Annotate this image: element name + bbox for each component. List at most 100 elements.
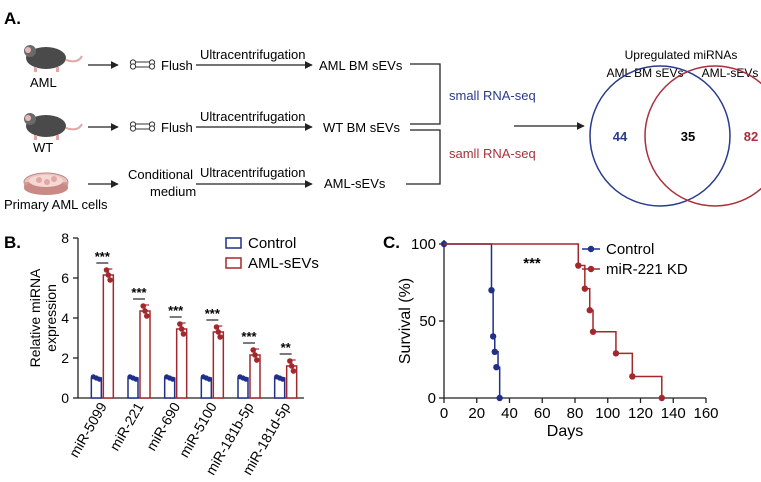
point-control <box>488 287 495 294</box>
x-tick-label: 60 <box>534 405 551 422</box>
source-label-aml: AML <box>30 75 57 90</box>
y-axis-label: Survival (%) <box>397 278 414 364</box>
survival-chart: 0 50 100 0 20 40 60 80 100 120 140 160 Days Survival … <box>397 236 719 440</box>
significance-label: *** <box>523 255 541 272</box>
point-aml-sevs <box>290 368 297 374</box>
x-tick-label: miR-5099 <box>66 399 110 460</box>
source-label-primary: Primary AML cells <box>4 197 108 212</box>
step2-row3: Ultracentrifugation <box>200 165 306 180</box>
y-axis-label-line1: Relative miRNA <box>27 268 43 367</box>
x-tick-label: 140 <box>661 405 686 422</box>
legend-swatch <box>225 257 242 269</box>
significance-label: *** <box>205 306 221 321</box>
seq-label-samll: samll RNA-seq <box>449 146 536 161</box>
legend-label: AML-sEVs <box>248 255 319 272</box>
x-tick-label: 160 <box>693 405 718 422</box>
point-control <box>493 364 500 371</box>
point-aml-sevs <box>180 331 187 337</box>
x-tick-label: 120 <box>628 405 653 422</box>
point-control <box>133 376 139 382</box>
point-aml-sevs <box>107 277 113 283</box>
point-mir221kd <box>629 373 636 380</box>
venn-overlap-count: 35 <box>681 129 695 144</box>
point-control <box>496 394 503 402</box>
venn-circle-left <box>589 65 731 207</box>
point-control <box>489 333 497 340</box>
point-aml-sevs <box>253 357 260 363</box>
point-mir221kd <box>589 328 597 335</box>
venn-right-count: 82 <box>744 129 758 144</box>
bone-icon-1 <box>129 59 156 70</box>
mouse-icon-aml <box>24 45 83 72</box>
panel-c-label: C. <box>383 233 400 252</box>
venn-left-label: AML BM sEVs <box>607 66 684 80</box>
mouse-icon-wt <box>24 113 83 140</box>
x-axis-label: Days <box>547 423 583 440</box>
legend-label: Control <box>248 235 296 252</box>
venn-title: Upregulated miRNAs <box>625 48 738 62</box>
y-axis-label-line2: expression <box>43 284 59 352</box>
significance-label: *** <box>168 303 184 318</box>
point-control <box>206 376 212 382</box>
point-aml-sevs <box>144 313 150 319</box>
bracket-bottom <box>406 129 441 185</box>
y-tick-label: 4 <box>61 310 69 326</box>
step1-row3-line1: Conditional <box>128 167 193 182</box>
petri-dish-icon <box>23 172 69 195</box>
y-tick-label: 6 <box>61 270 69 286</box>
x-tick-label: 100 <box>595 405 620 422</box>
legend-label: Control <box>606 241 654 258</box>
point-control <box>170 376 176 382</box>
legend-marker <box>587 245 595 253</box>
point-aml-sevs <box>217 334 223 340</box>
bracket-top <box>410 63 441 125</box>
significance-label: *** <box>131 285 147 300</box>
panel-b-label: B. <box>4 233 21 252</box>
x-tick-label: miR-690 <box>143 399 183 453</box>
bar-aml-sevs <box>212 331 225 399</box>
y-tick-label: 100 <box>411 236 436 253</box>
product-row1: AML BM sEVs <box>319 58 403 73</box>
point-mir221kd <box>612 350 620 357</box>
point-mir221kd <box>586 307 593 314</box>
significance-label: *** <box>241 329 257 344</box>
x-tick-label: miR-221 <box>106 399 146 453</box>
point-mir221kd <box>575 262 582 269</box>
y-tick-label: 0 <box>61 390 69 406</box>
step1-row2: Flush <box>161 120 193 135</box>
step2-row2: Ultracentrifugation <box>200 109 306 124</box>
x-tick-label: 0 <box>440 405 448 422</box>
product-row3: AML-sEVs <box>324 176 386 191</box>
significance-label: ** <box>281 340 292 355</box>
y-tick-label: 8 <box>61 230 69 246</box>
point-control <box>280 376 286 382</box>
point-control <box>491 348 498 355</box>
x-tick-label: 80 <box>567 405 584 422</box>
legend-label: miR-221 KD <box>606 261 688 278</box>
seq-label-small: small RNA-seq <box>449 88 536 103</box>
bone-icon-2 <box>129 121 156 132</box>
step2-row1: Ultracentrifugation <box>200 47 306 62</box>
survival-line-control <box>444 243 501 398</box>
x-tick-label: 40 <box>501 405 518 422</box>
product-row2: WT BM sEVs <box>323 120 401 135</box>
legend-marker <box>587 265 595 273</box>
y-tick-label: 0 <box>428 390 436 407</box>
point-mir221kd <box>658 394 665 402</box>
step1-row1: Flush <box>161 58 193 73</box>
point-mir221kd <box>581 285 589 292</box>
source-label-wt: WT <box>33 140 53 155</box>
venn-circle-right <box>644 65 761 207</box>
venn-right-label: AML-sEVs <box>702 66 759 80</box>
bar-chart: 0 2 4 6 8 Relative miRNA expression *** miR-5099… <box>27 230 319 478</box>
y-tick-label: 50 <box>419 313 436 330</box>
bar-aml-sevs <box>175 328 188 399</box>
y-tick-label: 2 <box>61 350 69 366</box>
point-control <box>243 376 249 382</box>
x-tick-label: 20 <box>468 405 485 422</box>
venn-left-count: 44 <box>613 129 628 144</box>
significance-label: *** <box>95 249 111 264</box>
legend-swatch <box>225 237 242 249</box>
step1-row3-line2: medium <box>150 184 196 199</box>
